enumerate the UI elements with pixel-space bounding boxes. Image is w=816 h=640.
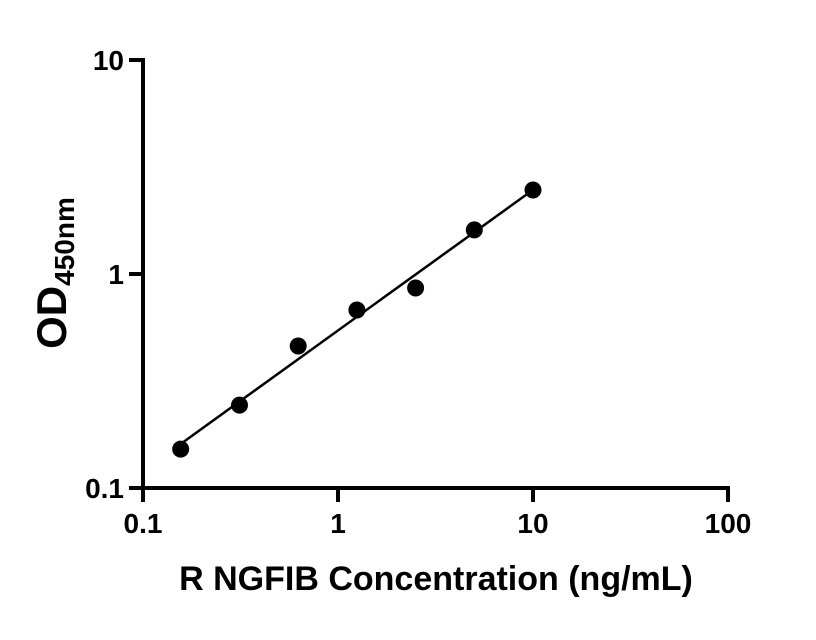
y-axis-tick-label: 10 [93, 45, 124, 76]
data-point [407, 279, 425, 297]
data-point [230, 396, 248, 414]
data-point [465, 221, 483, 239]
x-axis-tick-label: 10 [517, 508, 548, 539]
data-point [348, 301, 366, 319]
data-point [289, 337, 307, 355]
x-axis-title: R NGFIB Concentration (ng/mL) [179, 560, 693, 598]
data-point [524, 181, 542, 199]
y-axis-tick-label: 1 [108, 259, 124, 290]
x-axis-tick-label: 100 [705, 508, 752, 539]
x-axis-tick-label: 1 [330, 508, 346, 539]
x-axis-tick-label: 0.1 [124, 508, 163, 539]
y-axis-tick-label: 0.1 [85, 473, 124, 504]
data-point [172, 440, 190, 458]
y-axis-title-subscript: 450nm [48, 197, 80, 286]
y-axis-title-main: OD [28, 285, 75, 349]
y-axis-title: OD450nm [28, 163, 80, 383]
